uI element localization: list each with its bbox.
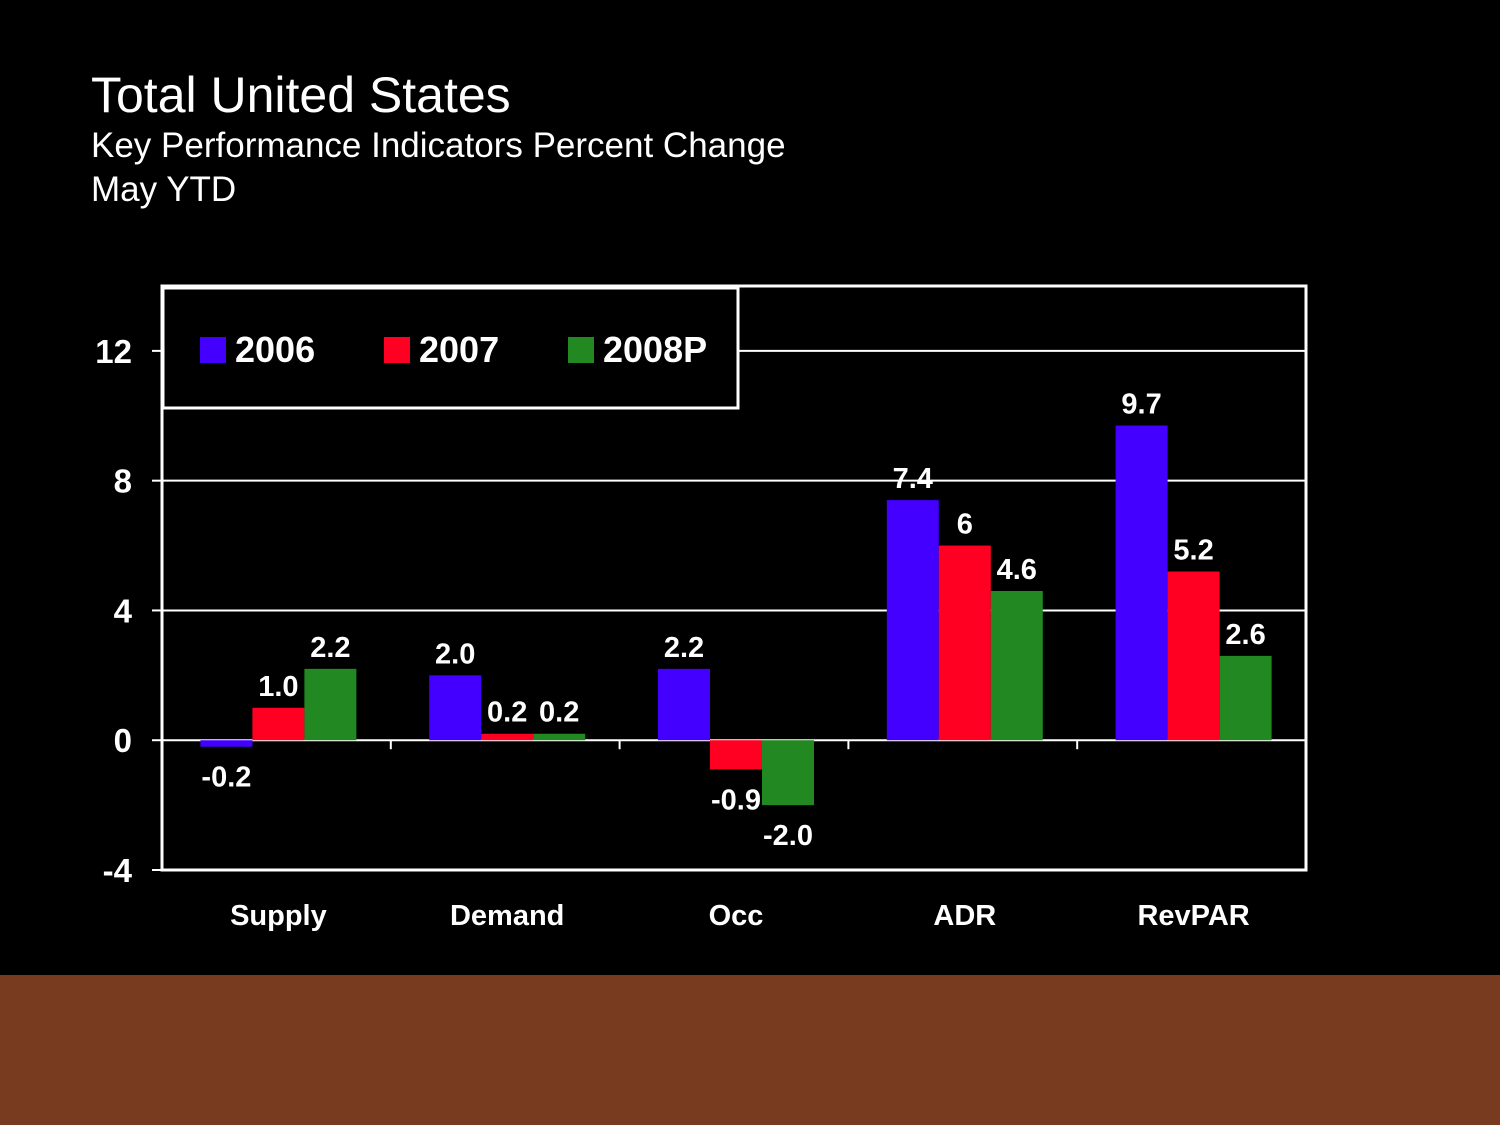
bar-2008P-occ (762, 740, 814, 806)
data-label: 2.6 (1225, 619, 1265, 651)
slide-subtitle: Key Performance Indicators Percent Chang… (91, 126, 786, 165)
x-category-label: Supply (230, 900, 327, 932)
kpi-bar-chart: 12 8 4 0 -4 -0.2 1.0 2.2 Supply 2.0 0.2 0.2 Demand 2.… (95, 284, 1308, 932)
x-category-label: RevPAR (1137, 900, 1249, 932)
y-tick-label: 12 (95, 333, 132, 370)
data-label: 9.7 (1121, 389, 1161, 421)
legend-swatch-2007 (384, 337, 410, 363)
data-label: -2.0 (763, 820, 813, 852)
data-label: 5.2 (1173, 535, 1213, 567)
bar-2006-adr (886, 500, 939, 741)
data-label: -0.2 (201, 762, 251, 794)
bar-2008P-demand (533, 733, 586, 741)
bar-2006-supply (200, 740, 253, 747)
slide-title: Total United States (91, 67, 511, 123)
bar-2007-demand (481, 733, 534, 741)
bar-2008P-revpar (1219, 655, 1272, 741)
y-tick-label: -4 (103, 852, 133, 889)
bar-2007-occ (710, 740, 762, 770)
legend-label-2007: 2007 (419, 329, 499, 370)
data-label: 4.6 (997, 554, 1037, 586)
y-tick-label: 0 (114, 722, 132, 759)
data-label: 6 (957, 509, 973, 541)
data-label: 2.0 (435, 638, 475, 670)
data-label: -0.9 (711, 784, 761, 816)
y-tick-label: 4 (114, 592, 133, 629)
bar-2007-adr (938, 545, 991, 741)
data-label: 2.2 (664, 632, 704, 664)
title-block: Total United States Key Performance Indi… (91, 66, 786, 212)
bar-2007-revpar (1167, 571, 1220, 741)
bar-2008P-adr (990, 590, 1043, 741)
bar-2007-supply (252, 707, 305, 741)
footer-band (0, 975, 1500, 1125)
data-label: 7.4 (893, 463, 933, 495)
legend-swatch-2006 (200, 337, 226, 363)
legend-swatch-2008P (568, 337, 594, 363)
bar-2006-occ (658, 668, 710, 741)
bar-2006-demand (429, 675, 482, 741)
y-tick-label: 8 (114, 463, 132, 500)
x-category-label: Occ (709, 900, 764, 932)
x-category-label: ADR (933, 900, 996, 932)
legend-label-2006: 2006 (235, 329, 315, 370)
slide-period: May YTD (91, 170, 237, 209)
legend-box (161, 286, 740, 410)
bar-2008P-supply (304, 668, 357, 741)
data-label: 0.2 (539, 697, 579, 729)
plot-frame (160, 284, 1308, 872)
data-label: 2.2 (310, 632, 350, 664)
bar-2006-revpar (1115, 425, 1168, 741)
data-label: 1.0 (258, 671, 298, 703)
x-category-label: Demand (450, 900, 564, 932)
legend-label-2008P: 2008P (603, 329, 707, 370)
data-label: 0.2 (487, 697, 527, 729)
